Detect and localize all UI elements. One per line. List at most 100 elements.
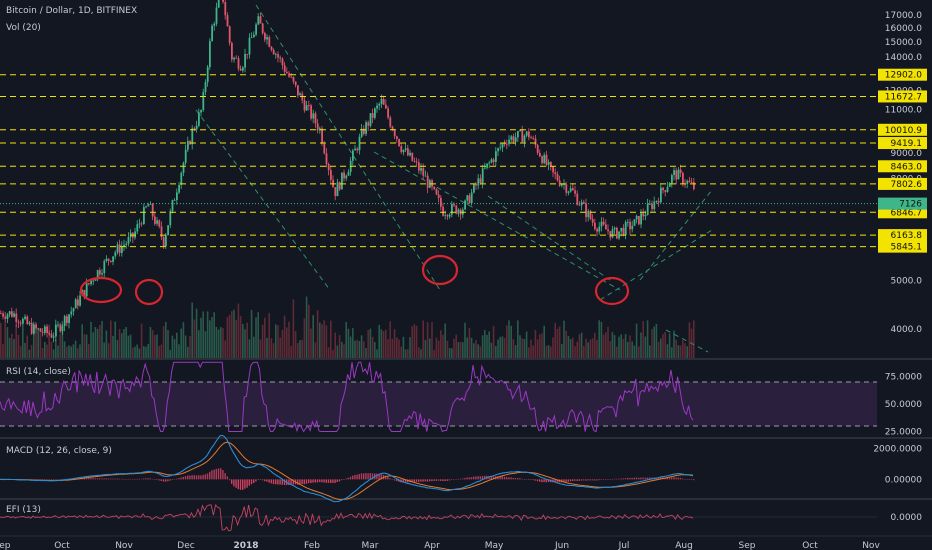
macd-histogram-bar [52,479,55,480]
volume-bar [248,339,251,358]
macd-histogram-bar [270,479,272,484]
volume-bar [204,331,207,358]
volume-bar [567,335,570,358]
candle-body [246,53,249,55]
macd-histogram-bar [228,479,231,481]
volume-bar [530,339,532,358]
candle-body [305,105,308,111]
candle-body [50,334,53,338]
macd-histogram-bar [600,479,602,480]
macd-histogram-bar [94,478,96,480]
macd-histogram-bar [352,475,354,480]
candle-body [620,227,623,232]
macd-histogram-bar [638,477,640,480]
candle-body [591,219,594,223]
volume-bar [270,338,273,358]
candle-body [444,215,447,216]
volume-bar [283,315,286,358]
candle-body [19,322,22,324]
candle-body [618,231,620,239]
candle-body [635,215,638,220]
volume-bar [279,337,281,358]
candle-body [440,197,442,207]
macd-signal-line [0,441,694,500]
candle-body [55,324,57,337]
candle-body [70,311,73,315]
macd-histogram-bar [642,477,644,480]
candle-body [156,220,158,224]
macd-histogram-bar [112,478,114,480]
macd-histogram-bar [649,477,651,480]
macd-histogram-bar [396,479,398,482]
macd-histogram-bar [354,474,356,480]
volume-bar [121,333,123,358]
volume-bar [523,339,526,358]
candle-body [79,295,81,306]
volume-bar [371,336,374,358]
volume-bar [468,328,471,358]
macd-histogram-bar [671,477,673,480]
candle-body [88,283,90,285]
candle-body [426,175,429,188]
candle-body [151,204,154,217]
volume-bar [415,325,418,358]
candle-body [545,154,548,165]
candle-body [83,289,86,297]
volume-bar [671,347,673,358]
volume-bar [200,317,202,358]
volume-bar [266,337,268,358]
candle-body [679,169,682,173]
level-label-box [878,160,927,173]
candle-body [308,105,310,106]
macd-histogram-bar [239,479,242,490]
volume-bar [176,332,178,358]
volume-bar [209,320,211,358]
volume-bar [165,322,167,358]
volume-bar [94,327,97,358]
volume-bar [466,337,468,358]
macd-histogram-bar [433,479,435,481]
candle-body [693,182,695,189]
volume-bar [330,320,332,358]
candle-body [94,279,97,281]
candle-body [585,203,587,218]
volume-bar [63,341,66,358]
macd-histogram-bar [523,479,525,480]
candle-body [275,54,277,55]
candle-body [666,186,669,192]
macd-histogram-bar [173,479,176,480]
volume-bar [633,345,636,358]
volume-bar [299,340,301,358]
volume-bar [103,342,105,358]
volume-bar [242,324,244,358]
macd-histogram-bar [103,478,105,480]
candle-body [327,163,330,171]
candle-body [37,328,40,330]
candle-body [145,206,147,208]
macd-histogram-bar [85,478,88,480]
candle-body [602,221,605,225]
volume-bar [473,343,475,358]
volume-bar [215,326,218,358]
candle-body [686,180,689,184]
macd-histogram-bar [182,476,184,480]
candle-body [622,227,625,236]
macd-histogram-bar [481,475,484,480]
volume-bar [508,320,510,358]
time-axis-tick-label: Aug [675,541,693,550]
macd-histogram-bar [609,479,611,480]
macd-histogram-bar [220,468,222,480]
time-axis-tick-label: Sep [0,541,11,550]
volume-bar [59,334,61,358]
macd-histogram-bar [105,478,107,480]
volume-bar [442,334,444,358]
candle-body [382,98,385,105]
level-label: 8463.0 [891,162,923,172]
macd-histogram-bar [462,478,464,480]
volume-bar [13,339,15,358]
candle-body [539,152,541,157]
macd-histogram-bar [345,478,347,480]
candle-body [589,210,592,220]
volume-bar [662,334,664,358]
macd-histogram-bar [50,479,52,480]
